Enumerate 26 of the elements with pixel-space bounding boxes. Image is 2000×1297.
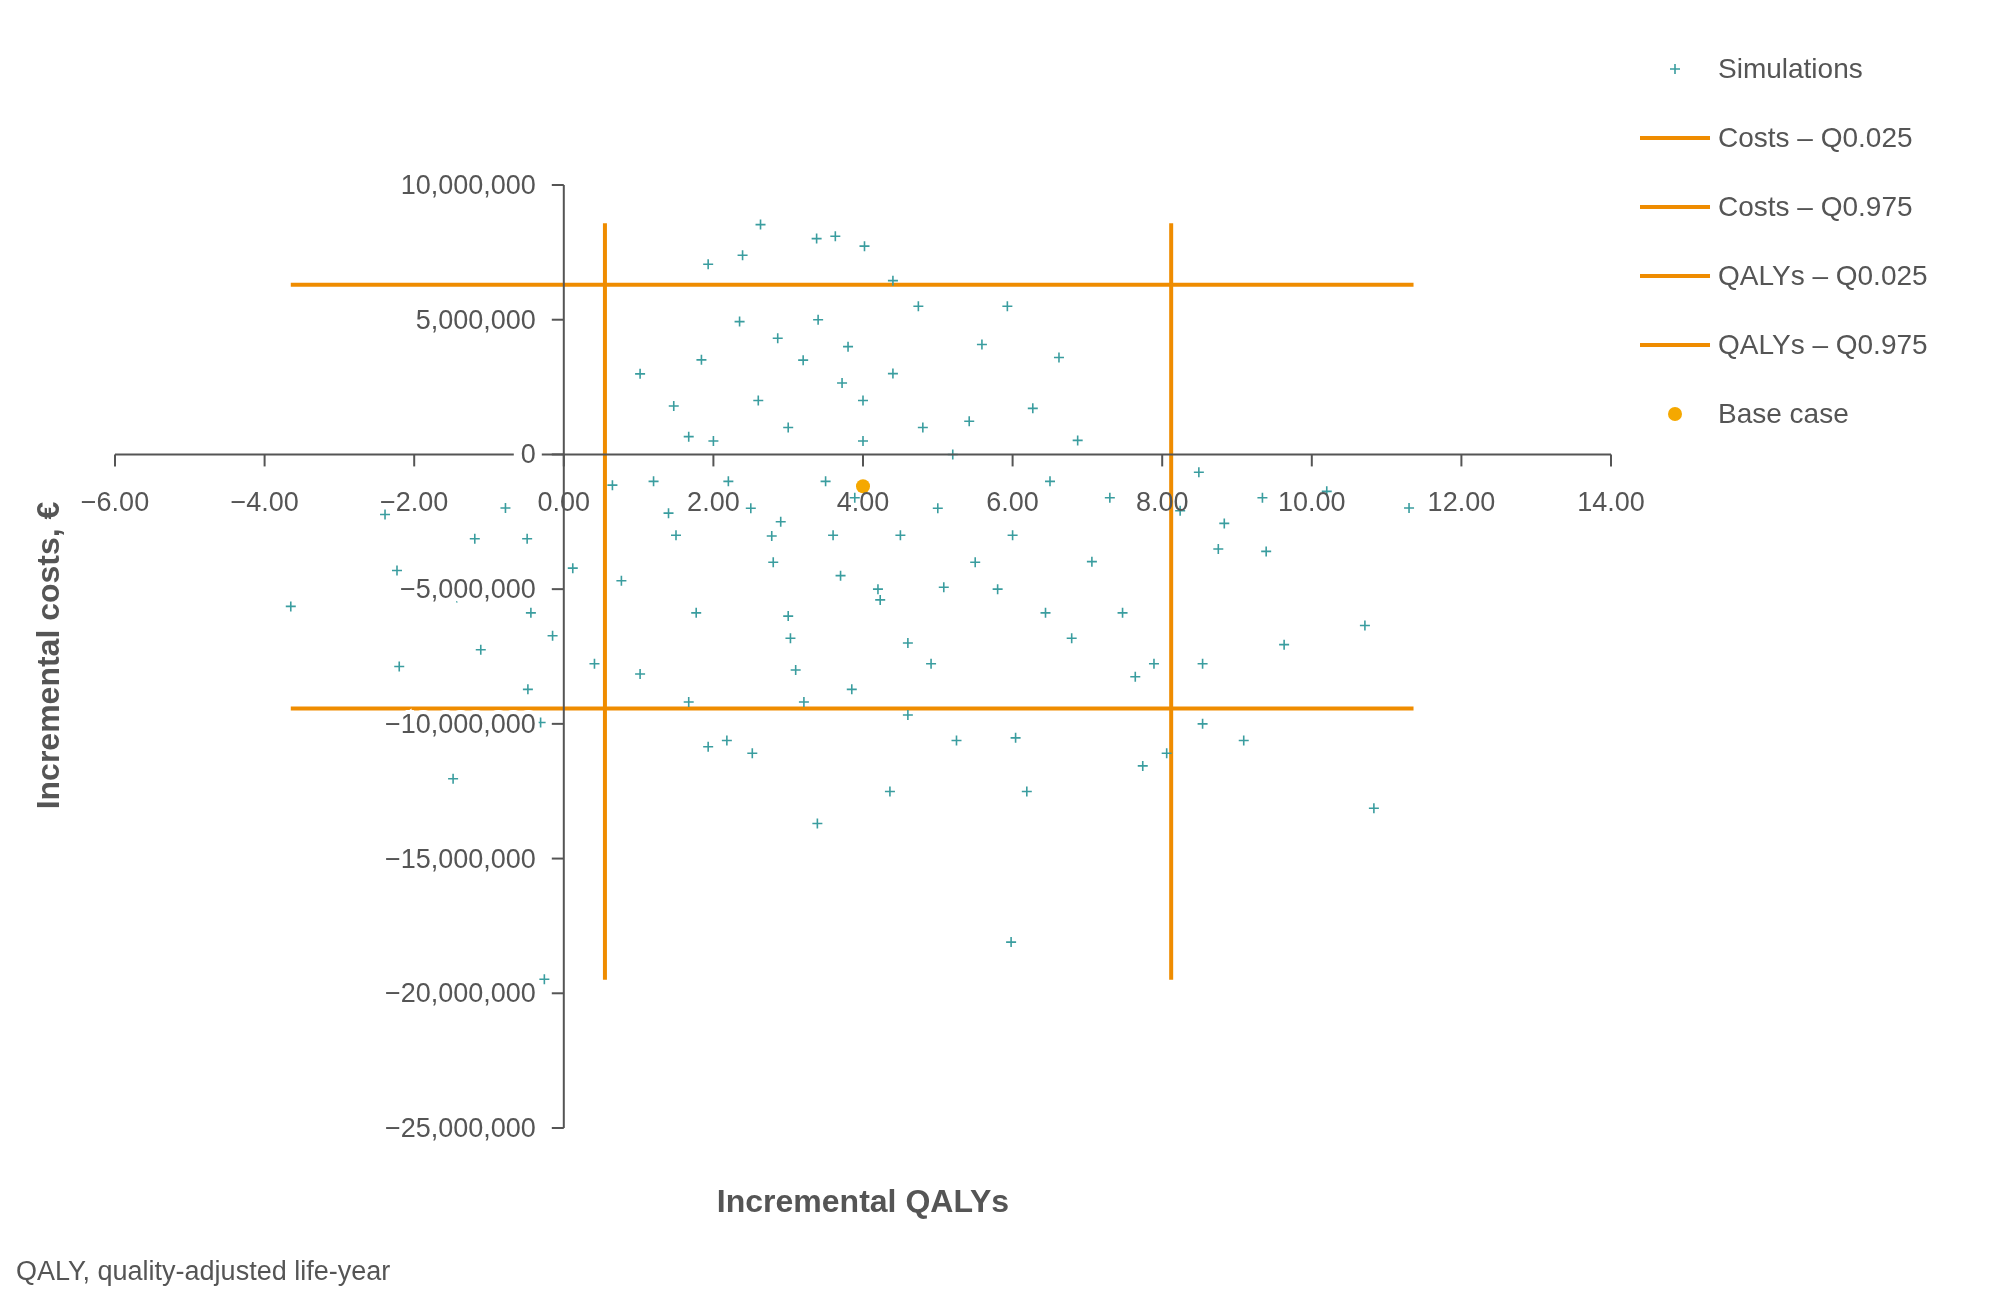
x-tick-label: −6.00 [80,487,150,518]
legend-label: Costs – Q0.975 [1718,190,1913,223]
x-tick-label: 10.00 [1278,487,1346,518]
x-tick-label: 2.00 [687,487,740,518]
y-tick-label: 10,000,000 [400,170,536,200]
x-tick-label: 14.00 [1577,487,1645,518]
x-tick-label: 6.00 [986,487,1039,518]
text: QALY, quality-adjusted life-year [16,1256,391,1287]
x-tick-label: 12.00 [1427,487,1496,518]
x-tick-label: 4.00 [836,487,890,518]
legend-label: QALYs – Q0.025 [1718,259,1928,292]
y-tick-label: 5,000,000 [415,304,536,335]
legend-label: Simulations [1718,52,1863,85]
y-tick-label: −5,000,000 [399,574,536,605]
y-tick-label: −15,000,000 [384,843,536,874]
x-axis-title: Incremental QALYs [715,1183,1011,1220]
y-tick-label: −10,000,000 [384,708,536,739]
x-tick-label: −2.00 [380,487,449,518]
legend-label: Costs – Q0.025 [1718,121,1913,154]
x-tick-label: −4.00 [230,487,299,518]
y-tick-label: −25,000,000 [384,1113,536,1143]
legend-label: QALYs – Q0.975 [1718,328,1928,361]
legend-label: Base case [1718,397,1849,430]
y-axis-title: Incremental costs, € [29,500,67,811]
y-tick-label: −20,000,000 [384,978,536,1009]
y-tick-label: 0 [520,439,536,470]
